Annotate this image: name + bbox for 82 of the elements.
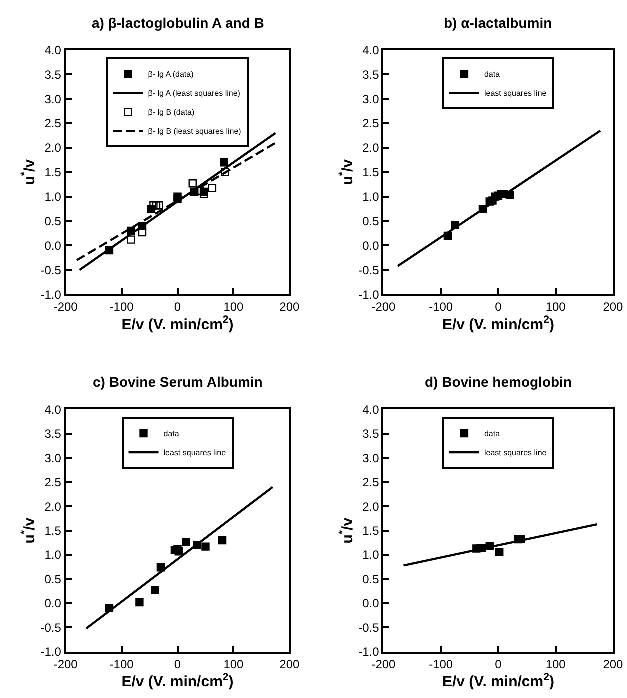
y-tick-label: 4.0 bbox=[44, 402, 62, 417]
y-tick-label: 3.5 bbox=[362, 427, 380, 442]
x-axis-title: E/v (V. min/cm$^{2}$) bbox=[122, 314, 234, 334]
x-tick-label: 100 bbox=[546, 657, 566, 672]
legend-label: data bbox=[164, 430, 180, 439]
y-tick-label: 3.0 bbox=[44, 92, 62, 106]
y-tick-label: 0.0 bbox=[44, 238, 62, 253]
x-axis-title: E/v (V. min/cm$^{2}$) bbox=[442, 671, 554, 691]
x-tick-label: 0 bbox=[174, 300, 182, 314]
y-tick-label: 2.5 bbox=[362, 116, 380, 131]
x-tick-label: -200 bbox=[54, 657, 78, 672]
y-tick-label: 4.0 bbox=[362, 402, 380, 417]
x-tick-label: -200 bbox=[372, 657, 396, 672]
x-tick-label: -200 bbox=[372, 300, 396, 314]
y-tick-label: 0.5 bbox=[362, 572, 380, 586]
y-tick-label: 0.0 bbox=[44, 596, 62, 611]
y-tick-label: -1.0 bbox=[358, 645, 380, 660]
y-tick-label: -1.0 bbox=[40, 645, 62, 660]
chart-title: a) β-lactoglobulin A and B bbox=[92, 15, 264, 31]
x-tick-label: 0 bbox=[495, 300, 502, 314]
y-tick-label: -0.5 bbox=[40, 620, 62, 635]
y-tick-label: -0.5 bbox=[358, 263, 380, 278]
y-tick-label: 3.5 bbox=[44, 427, 62, 442]
x-axis-title: E/v (V. min/cm$^{2}$) bbox=[442, 314, 554, 334]
legend-label: β- lg A (data) bbox=[148, 70, 194, 80]
y-tick-label: -1.0 bbox=[40, 288, 62, 302]
x-tick-label: 200 bbox=[603, 657, 624, 672]
x-tick-label: -200 bbox=[54, 300, 78, 314]
y-tick-label: 3.0 bbox=[362, 92, 380, 106]
legend-label: least squares line bbox=[484, 448, 548, 458]
chart-title: c) Bovine Serum Albumin bbox=[93, 374, 263, 390]
y-tick-label: 0.5 bbox=[44, 214, 62, 228]
legend-label: data bbox=[484, 70, 501, 80]
legend-label: least squares line bbox=[164, 448, 227, 458]
y-tick-label: 2.5 bbox=[44, 476, 62, 490]
y-tick-label: 1.0 bbox=[362, 548, 380, 562]
legend-label: β- lg B (data) bbox=[148, 108, 195, 118]
x-tick-label: 100 bbox=[224, 657, 244, 672]
y-tick-label: -1.0 bbox=[358, 288, 380, 302]
y-tick-label: 0.0 bbox=[362, 596, 380, 611]
y-tick-label: -0.5 bbox=[358, 620, 380, 635]
legend-label: β- lg A (least squares line) bbox=[148, 89, 241, 98]
y-tick-label: 1.0 bbox=[44, 190, 62, 204]
x-tick-label: 200 bbox=[280, 657, 300, 672]
x-axis-title: E/v (V. min/cm$^{2}$) bbox=[122, 671, 234, 691]
y-tick-label: 0.5 bbox=[44, 572, 62, 586]
y-tick-label: 3.0 bbox=[362, 451, 380, 466]
y-tick-label: 1.5 bbox=[44, 166, 62, 180]
y-tick-label: 1.5 bbox=[362, 524, 380, 538]
x-tick-label: -100 bbox=[110, 657, 134, 672]
legend-label: least squares line bbox=[484, 89, 548, 98]
x-tick-label: 0 bbox=[174, 657, 182, 672]
y-tick-label: 1.5 bbox=[44, 524, 62, 538]
x-tick-label: -100 bbox=[429, 300, 454, 314]
y-tick-label: 0.5 bbox=[362, 214, 380, 228]
y-tick-label: 2.0 bbox=[44, 141, 62, 156]
x-tick-label: 200 bbox=[280, 300, 300, 314]
y-tick-label: 1.0 bbox=[362, 190, 380, 204]
y-tick-label: 2.0 bbox=[362, 500, 380, 514]
x-tick-label: 200 bbox=[603, 300, 624, 314]
y-tick-label: 1.0 bbox=[44, 548, 62, 562]
x-tick-label: -100 bbox=[429, 657, 454, 672]
y-tick-label: 4.0 bbox=[44, 43, 62, 58]
x-tick-label: 100 bbox=[224, 300, 244, 314]
x-tick-label: -100 bbox=[110, 300, 134, 314]
legend-label: β- lg B (least squares line) bbox=[148, 127, 242, 136]
y-tick-label: 3.5 bbox=[44, 68, 62, 82]
y-tick-label: 2.0 bbox=[362, 141, 380, 156]
y-tick-label: 2.5 bbox=[362, 476, 380, 490]
y-tick-label: 3.5 bbox=[362, 68, 380, 82]
y-tick-label: -0.5 bbox=[40, 263, 62, 278]
y-tick-label: 2.5 bbox=[44, 116, 62, 131]
y-tick-label: 4.0 bbox=[362, 43, 380, 58]
y-tick-label: 2.0 bbox=[44, 500, 62, 514]
y-tick-label: 1.5 bbox=[362, 166, 380, 180]
chart-title: b) α-lactalbumin bbox=[444, 15, 552, 31]
x-tick-label: 0 bbox=[495, 657, 502, 672]
y-tick-label: 0.0 bbox=[362, 238, 380, 253]
legend-label: data bbox=[484, 430, 501, 439]
y-tick-label: 3.0 bbox=[44, 451, 62, 466]
chart-title: d) Bovine hemoglobin bbox=[425, 374, 572, 390]
x-tick-label: 100 bbox=[546, 300, 566, 314]
